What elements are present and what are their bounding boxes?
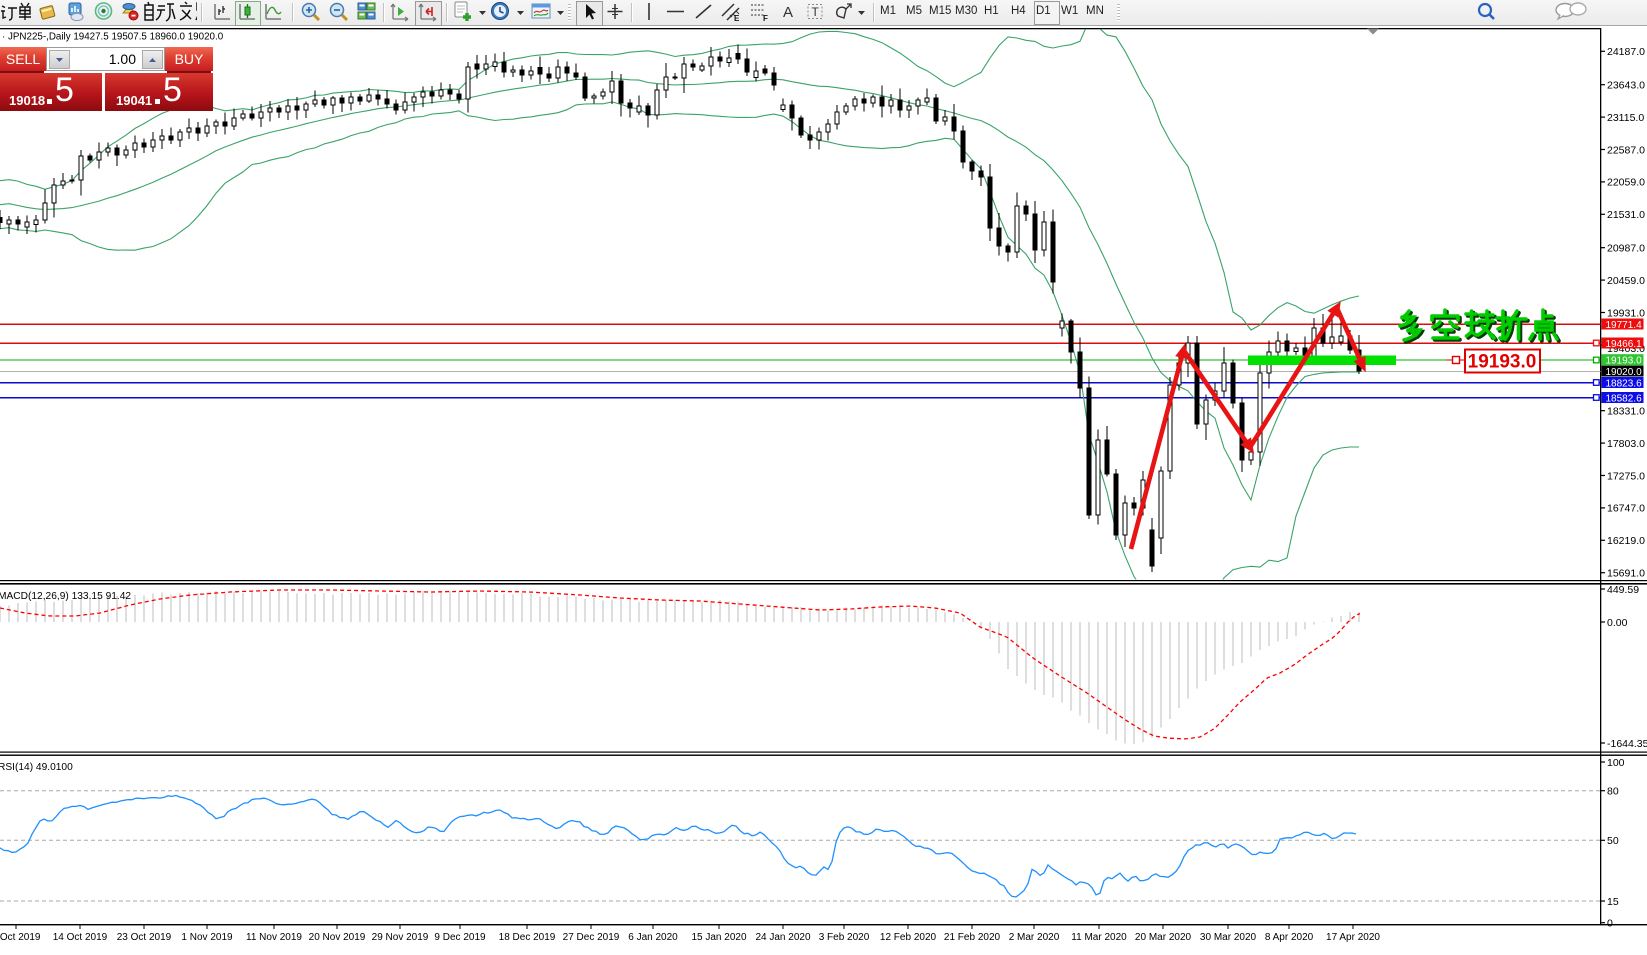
svg-text:16747.0: 16747.0 — [1607, 503, 1645, 515]
svg-text:19466.1: 19466.1 — [1606, 339, 1643, 350]
svg-text:RSI(14) 49.0100: RSI(14) 49.0100 — [0, 762, 73, 773]
svg-text:23 Oct 2019: 23 Oct 2019 — [117, 932, 172, 943]
svg-text:19020.0: 19020.0 — [1606, 367, 1643, 378]
svg-text:23115.0: 23115.0 — [1607, 112, 1644, 124]
svg-text:20987.0: 20987.0 — [1607, 243, 1645, 255]
svg-text:100: 100 — [1607, 757, 1625, 769]
svg-text:1 Nov 2019: 1 Nov 2019 — [181, 932, 233, 943]
svg-text:7 Oct 2019: 7 Oct 2019 — [0, 932, 41, 943]
svg-text:0: 0 — [1607, 918, 1613, 930]
svg-text:18582.6: 18582.6 — [1606, 393, 1643, 404]
svg-text:16219.0: 16219.0 — [1607, 535, 1645, 547]
svg-text:17 Apr 2020: 17 Apr 2020 — [1326, 932, 1380, 943]
svg-text:19771.4: 19771.4 — [1606, 320, 1643, 331]
svg-text:24 Jan 2020: 24 Jan 2020 — [755, 932, 810, 943]
svg-text:3 Feb 2020: 3 Feb 2020 — [819, 932, 870, 943]
svg-text:21531.0: 21531.0 — [1607, 209, 1645, 221]
svg-text:17275.0: 17275.0 — [1607, 470, 1645, 482]
svg-text:22587.0: 22587.0 — [1607, 144, 1645, 156]
svg-text:19193.0: 19193.0 — [1468, 352, 1537, 373]
svg-text:22059.0: 22059.0 — [1607, 177, 1645, 189]
svg-text:0.00: 0.00 — [1607, 617, 1628, 629]
svg-text:18331.0: 18331.0 — [1607, 406, 1645, 418]
svg-text:8 Apr 2020: 8 Apr 2020 — [1265, 932, 1314, 943]
svg-text:27 Dec 2019: 27 Dec 2019 — [563, 932, 620, 943]
svg-text:21 Feb 2020: 21 Feb 2020 — [944, 932, 1001, 943]
svg-text:30 Mar 2020: 30 Mar 2020 — [1200, 932, 1257, 943]
svg-text:14 Oct 2019: 14 Oct 2019 — [53, 932, 108, 943]
svg-text:17803.0: 17803.0 — [1607, 438, 1645, 450]
svg-text:19931.0: 19931.0 — [1607, 307, 1645, 319]
svg-text:MACD(12,26,9) 133.15 91.42: MACD(12,26,9) 133.15 91.42 — [0, 591, 131, 602]
svg-text:29 Nov 2019: 29 Nov 2019 — [372, 932, 429, 943]
svg-text:· JPN225-,Daily 19427.5 195: · JPN225-,Daily 19427.5 19507.5 18960.0 … — [2, 32, 224, 43]
svg-text:15 Jan 2020: 15 Jan 2020 — [691, 932, 746, 943]
svg-text:15: 15 — [1607, 896, 1619, 908]
svg-text:2 Mar 2020: 2 Mar 2020 — [1009, 932, 1060, 943]
svg-text:12 Feb 2020: 12 Feb 2020 — [880, 932, 937, 943]
svg-text:20 Nov 2019: 20 Nov 2019 — [309, 932, 366, 943]
svg-text:T: T — [812, 5, 820, 19]
svg-text:F: F — [763, 14, 768, 23]
svg-text:11 Mar 2020: 11 Mar 2020 — [1071, 932, 1127, 943]
svg-text:A: A — [783, 4, 793, 21]
svg-text:20 Mar 2020: 20 Mar 2020 — [1135, 932, 1192, 943]
svg-text:11 Nov 2019: 11 Nov 2019 — [246, 932, 302, 943]
svg-text:50: 50 — [1607, 835, 1619, 847]
svg-text:449.59: 449.59 — [1607, 584, 1639, 596]
svg-text:80: 80 — [1607, 786, 1619, 798]
svg-text:15691.0: 15691.0 — [1607, 568, 1645, 580]
svg-text:E: E — [734, 14, 740, 23]
svg-text:18823.6: 18823.6 — [1606, 378, 1643, 389]
svg-text:20459.0: 20459.0 — [1607, 275, 1645, 287]
svg-text:-1644.35: -1644.35 — [1607, 738, 1647, 750]
svg-text:18 Dec 2019: 18 Dec 2019 — [499, 932, 556, 943]
svg-text:6 Jan 2020: 6 Jan 2020 — [628, 932, 678, 943]
svg-text:9 Dec 2019: 9 Dec 2019 — [434, 932, 486, 943]
svg-text:19193.0: 19193.0 — [1606, 356, 1643, 367]
svg-text:24187.0: 24187.0 — [1607, 46, 1645, 58]
svg-text:23643.0: 23643.0 — [1607, 80, 1645, 92]
